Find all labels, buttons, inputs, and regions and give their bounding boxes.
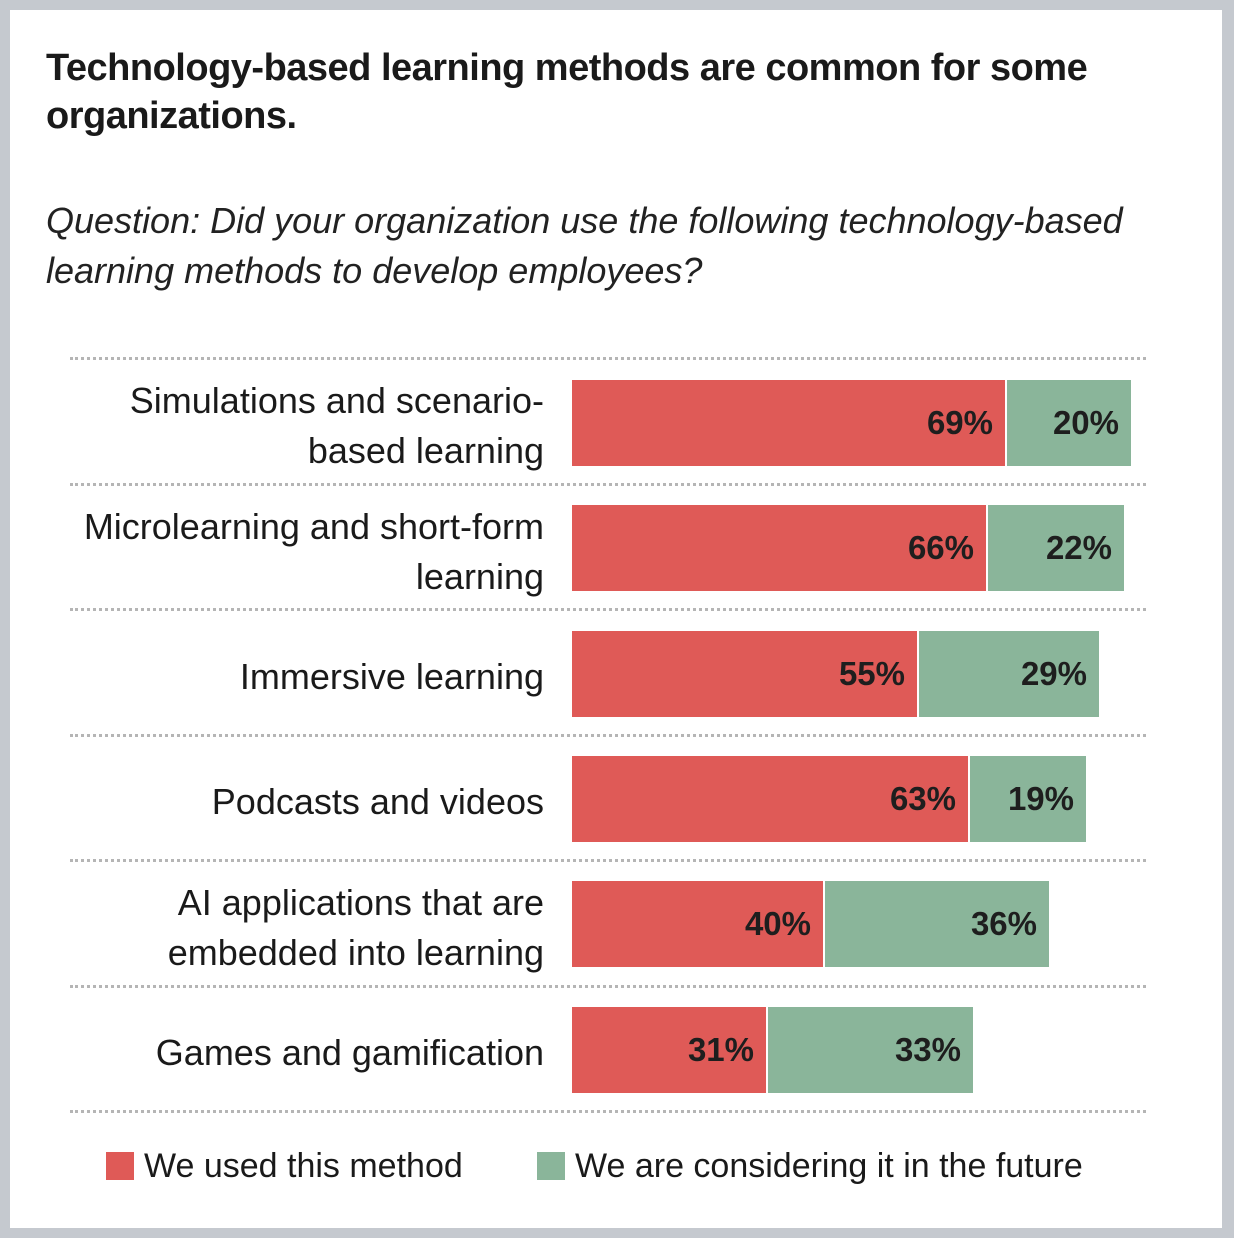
divider xyxy=(70,357,1146,360)
bar-value: 66% xyxy=(907,529,974,566)
legend-swatch-used xyxy=(106,1152,134,1180)
divider xyxy=(70,985,1146,988)
bar-used: 40% xyxy=(572,881,823,967)
bar-value: 55% xyxy=(838,655,905,692)
bar-value: 20% xyxy=(1052,404,1119,441)
bar-value: 36% xyxy=(970,905,1037,942)
row-label: Games and gamification xyxy=(155,1032,544,1073)
bar-future: 20% xyxy=(1007,380,1131,466)
legend-label-future: We are considering it in the future xyxy=(575,1146,1083,1185)
bar-value: 40% xyxy=(744,905,811,942)
bar-used: 66% xyxy=(572,505,986,591)
row-label: Immersive learning xyxy=(239,656,544,697)
bar-future: 33% xyxy=(768,1007,973,1093)
bar-future: 29% xyxy=(919,631,1099,717)
chart-subtitle: Question: Did your organization use the … xyxy=(46,200,1123,291)
divider xyxy=(70,608,1146,611)
bar-used: 69% xyxy=(572,380,1005,466)
legend-label-used: We used this method xyxy=(144,1146,463,1185)
bar-future: 22% xyxy=(988,505,1124,591)
bar-value: 33% xyxy=(894,1031,961,1068)
chart-title: Technology-based learning methods are co… xyxy=(46,47,1088,137)
bar-used: 31% xyxy=(572,1007,766,1093)
legend-item-future: We are considering it in the future xyxy=(537,1146,1083,1186)
bar-value: 63% xyxy=(889,780,956,817)
divider xyxy=(70,483,1146,486)
divider xyxy=(70,859,1146,862)
bar-future: 36% xyxy=(825,881,1049,967)
bar-value: 69% xyxy=(926,404,993,441)
bar-value: 22% xyxy=(1045,529,1112,566)
row-label: Simulations and scenario-based learning xyxy=(129,380,544,471)
bar-used: 63% xyxy=(572,756,968,842)
divider xyxy=(70,734,1146,737)
row-label: Podcasts and videos xyxy=(211,781,544,822)
bar-value: 19% xyxy=(1007,780,1074,817)
legend-item-used: We used this method xyxy=(106,1146,463,1186)
row-label: AI applications that are embedded into l… xyxy=(167,882,544,973)
bar-used: 55% xyxy=(572,631,917,717)
bar-value: 31% xyxy=(687,1031,754,1068)
legend-swatch-future xyxy=(537,1152,565,1180)
bar-value: 29% xyxy=(1020,655,1087,692)
row-label: Microlearning and short-form learning xyxy=(83,506,544,597)
divider xyxy=(70,1110,1146,1113)
bar-future: 19% xyxy=(970,756,1086,842)
